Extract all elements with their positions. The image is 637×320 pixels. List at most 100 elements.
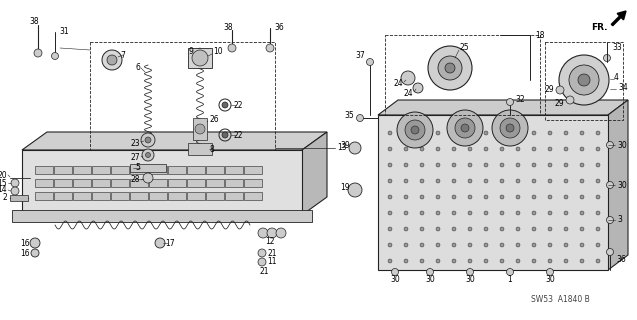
Bar: [73, 192, 91, 200]
Bar: [149, 192, 167, 200]
Text: 33: 33: [612, 44, 622, 52]
Text: 22: 22: [233, 131, 243, 140]
Circle shape: [436, 179, 440, 183]
Circle shape: [452, 227, 456, 231]
Circle shape: [357, 115, 364, 122]
Circle shape: [427, 268, 434, 276]
Circle shape: [222, 102, 228, 108]
Bar: [225, 179, 243, 187]
Bar: [130, 164, 166, 172]
Circle shape: [596, 243, 600, 247]
Circle shape: [548, 227, 552, 231]
Bar: [111, 192, 129, 200]
Circle shape: [404, 131, 408, 135]
Bar: [187, 166, 205, 174]
Circle shape: [548, 243, 552, 247]
Circle shape: [258, 258, 266, 266]
Text: 30: 30: [390, 276, 400, 284]
Text: 30: 30: [425, 276, 435, 284]
Bar: [206, 192, 224, 200]
Circle shape: [404, 259, 408, 263]
Circle shape: [500, 243, 504, 247]
Circle shape: [532, 259, 536, 263]
Bar: [90, 42, 275, 150]
Text: 38: 38: [29, 18, 39, 27]
Circle shape: [516, 179, 520, 183]
Text: 28: 28: [131, 175, 140, 185]
Polygon shape: [608, 100, 628, 270]
Circle shape: [468, 131, 472, 135]
Circle shape: [500, 147, 504, 151]
Bar: [206, 166, 224, 174]
Circle shape: [564, 243, 568, 247]
Circle shape: [30, 238, 40, 248]
Bar: [244, 179, 262, 187]
Circle shape: [404, 195, 408, 199]
Circle shape: [420, 163, 424, 167]
Bar: [545, 42, 623, 120]
Circle shape: [596, 211, 600, 215]
Circle shape: [516, 195, 520, 199]
Bar: [73, 179, 91, 187]
Circle shape: [142, 149, 154, 161]
Circle shape: [452, 131, 456, 135]
Bar: [168, 192, 186, 200]
Circle shape: [401, 71, 415, 85]
Bar: [10, 195, 28, 201]
FancyArrow shape: [612, 11, 626, 26]
Text: 35: 35: [344, 110, 354, 119]
Circle shape: [547, 268, 554, 276]
Text: 38: 38: [223, 22, 233, 31]
Circle shape: [52, 52, 59, 60]
Circle shape: [420, 131, 424, 135]
Circle shape: [532, 195, 536, 199]
Circle shape: [606, 141, 613, 148]
Circle shape: [145, 153, 150, 157]
Circle shape: [452, 195, 456, 199]
Text: 34: 34: [618, 84, 627, 92]
Bar: [111, 179, 129, 187]
Circle shape: [436, 195, 440, 199]
Bar: [35, 166, 53, 174]
Circle shape: [143, 173, 153, 183]
Bar: [188, 48, 212, 68]
Circle shape: [420, 179, 424, 183]
Bar: [187, 192, 205, 200]
Bar: [92, 179, 110, 187]
Circle shape: [436, 147, 440, 151]
Circle shape: [532, 131, 536, 135]
Text: FR.: FR.: [592, 23, 608, 33]
Circle shape: [596, 227, 600, 231]
Bar: [168, 179, 186, 187]
Circle shape: [436, 163, 440, 167]
Text: 3: 3: [617, 215, 622, 225]
Circle shape: [506, 268, 513, 276]
Circle shape: [580, 131, 584, 135]
Circle shape: [388, 243, 392, 247]
Circle shape: [461, 124, 469, 132]
Text: 8: 8: [210, 145, 215, 154]
Text: 30: 30: [617, 140, 627, 149]
Circle shape: [452, 259, 456, 263]
Circle shape: [548, 195, 552, 199]
Circle shape: [397, 112, 433, 148]
Bar: [130, 166, 148, 174]
Circle shape: [420, 259, 424, 263]
Circle shape: [564, 147, 568, 151]
Circle shape: [468, 259, 472, 263]
Circle shape: [155, 238, 165, 248]
Text: 11: 11: [267, 258, 276, 267]
Circle shape: [580, 259, 584, 263]
Bar: [244, 192, 262, 200]
Text: 4: 4: [614, 74, 619, 83]
Circle shape: [436, 227, 440, 231]
Bar: [54, 166, 72, 174]
Circle shape: [532, 211, 536, 215]
Circle shape: [559, 55, 609, 105]
Bar: [206, 179, 224, 187]
Circle shape: [388, 259, 392, 263]
Circle shape: [102, 50, 122, 70]
Circle shape: [388, 147, 392, 151]
Text: 10: 10: [213, 47, 222, 57]
Text: 19: 19: [340, 183, 350, 193]
